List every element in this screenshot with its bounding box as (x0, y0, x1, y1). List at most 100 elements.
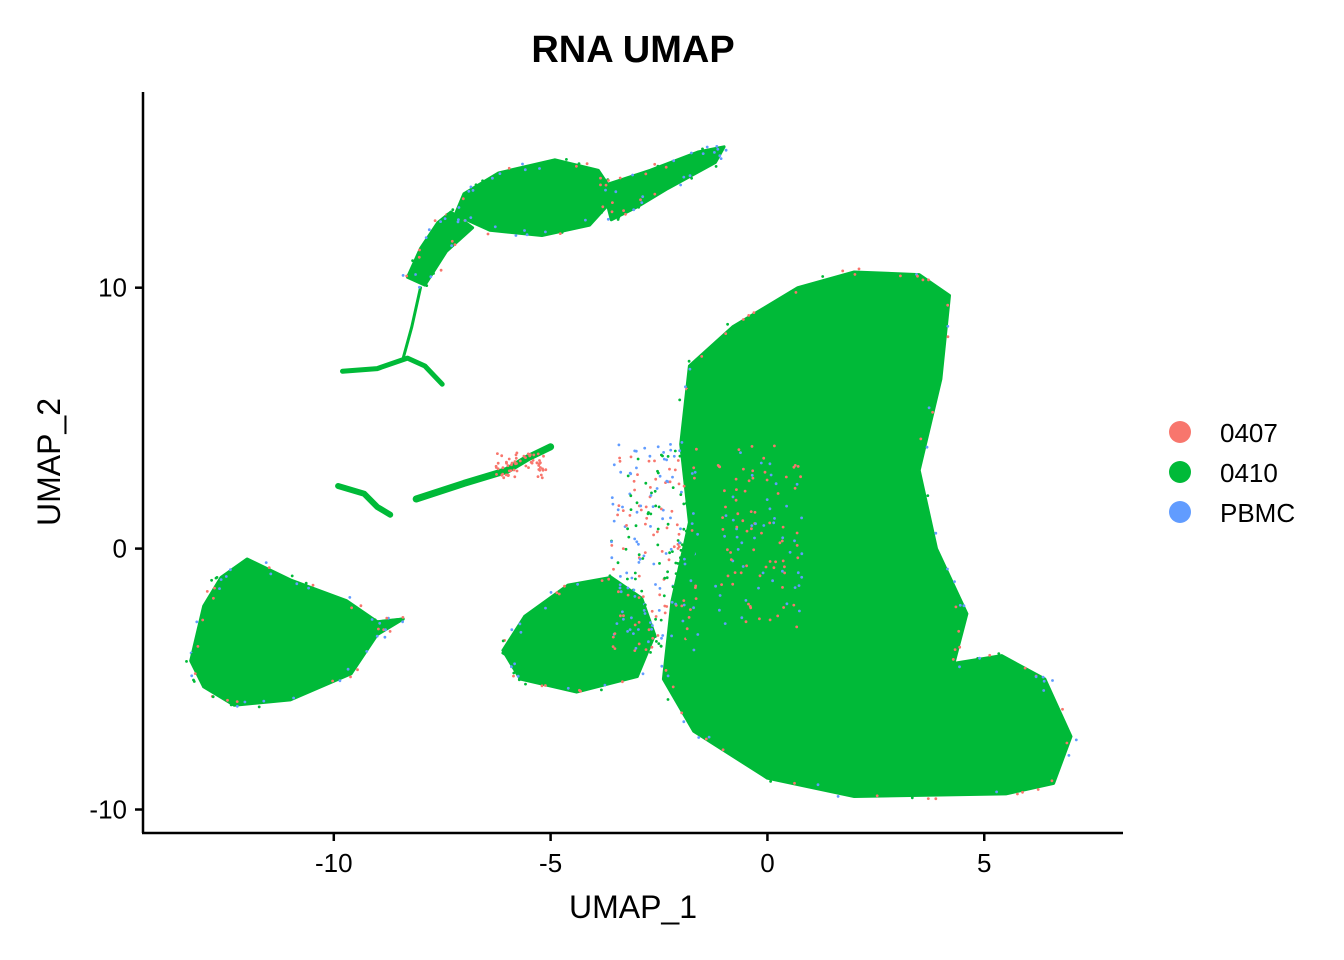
cell-point (750, 445, 754, 448)
cell-point (501, 466, 505, 470)
cell-point (783, 565, 786, 569)
cell-point (668, 551, 671, 555)
cell-point (875, 794, 879, 798)
cell-point (836, 795, 840, 798)
cell-point (555, 591, 559, 595)
cell-point (657, 505, 661, 509)
cell-point (631, 173, 634, 177)
cell-point (495, 473, 498, 476)
cell-point (666, 522, 670, 526)
cell-point (463, 219, 467, 222)
cell-point (516, 674, 520, 678)
cell-point (643, 551, 647, 554)
cell-point (544, 606, 547, 610)
cell-point (690, 151, 693, 155)
cell-point (962, 604, 966, 608)
cell-point (792, 603, 796, 607)
cell-point (370, 638, 374, 642)
cell-point (772, 566, 776, 570)
cell-point (681, 581, 684, 584)
cell-point (661, 634, 665, 637)
cell-point (816, 783, 820, 787)
cell-point (463, 231, 467, 235)
cell-point (723, 534, 726, 538)
cell-point (530, 461, 534, 465)
y-axis-title: UMAP_2 (31, 398, 67, 526)
cell-point (665, 576, 669, 580)
cell-point (456, 220, 460, 224)
cell-point (292, 581, 295, 584)
cell-point (921, 278, 925, 282)
cell-point (622, 617, 625, 621)
cell-point (655, 487, 659, 490)
cell-point (677, 482, 681, 486)
cell-point (632, 588, 636, 592)
cell-point (640, 589, 644, 593)
cell-point (450, 239, 454, 243)
cell-point (758, 617, 761, 621)
cell-point (660, 453, 663, 457)
cell-point (641, 557, 645, 560)
cell-point (615, 610, 619, 614)
cell-point (736, 548, 740, 551)
cell-point (613, 647, 617, 650)
cell-point (350, 606, 353, 610)
cell-point (624, 212, 627, 216)
cell-point (682, 527, 686, 531)
cell-point (469, 216, 473, 220)
cell-point (750, 527, 753, 531)
cell-point (507, 457, 511, 461)
cell-point (934, 797, 938, 801)
top-cluster-shape (453, 158, 618, 237)
cell-point (639, 504, 643, 508)
cell-point (566, 686, 570, 690)
cell-point (674, 636, 677, 639)
cell-point (446, 214, 449, 218)
cell-point (493, 225, 497, 229)
cell-point (668, 467, 671, 471)
cell-point (670, 634, 673, 638)
cell-point (671, 475, 674, 479)
cell-point (618, 583, 622, 587)
cell-point (637, 205, 641, 209)
cell-point (614, 190, 618, 194)
cell-point (658, 474, 662, 478)
cell-point (634, 601, 638, 604)
cell-point (486, 232, 490, 236)
cell-point (744, 620, 748, 624)
cell-point (938, 378, 942, 381)
cell-point (621, 509, 625, 512)
cell-point (633, 537, 637, 541)
cell-point (531, 459, 535, 462)
cell-point (600, 688, 603, 692)
cell-point (229, 568, 232, 572)
cell-point (686, 388, 690, 392)
cell-point (674, 584, 678, 588)
x-axis-title: UMAP_1 (569, 889, 697, 925)
cell-point (664, 669, 668, 672)
cell-point (413, 279, 417, 282)
cell-point (627, 535, 631, 539)
cell-point (682, 502, 686, 506)
cell-point (671, 486, 675, 489)
cell-point (564, 163, 567, 167)
cell-point (505, 460, 508, 464)
cell-point (633, 623, 637, 627)
cell-point (578, 688, 581, 692)
cell-point (515, 462, 518, 465)
cell-point (857, 267, 861, 271)
cell-point (676, 539, 680, 542)
cell-point (747, 602, 750, 606)
cell-point (647, 628, 651, 632)
cell-point (606, 217, 610, 221)
cell-point (734, 498, 738, 502)
cell-point (679, 183, 682, 187)
cell-point (676, 582, 680, 586)
cell-point (510, 665, 513, 669)
cell-point (196, 645, 200, 648)
cell-point (577, 162, 581, 166)
cell-point (750, 473, 754, 477)
cell-point (794, 291, 798, 294)
legend-key (1169, 421, 1191, 443)
cell-point (821, 275, 825, 278)
